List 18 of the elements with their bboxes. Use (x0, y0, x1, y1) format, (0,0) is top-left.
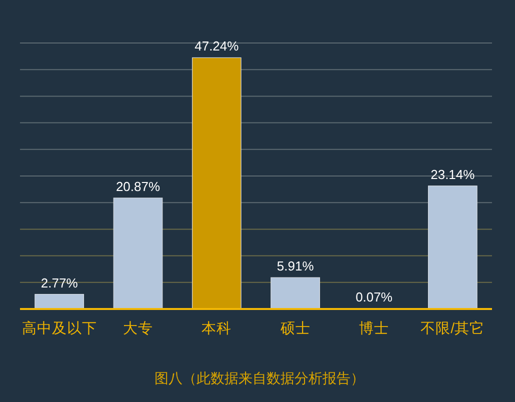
x-tick-label: 大专 (123, 320, 153, 337)
data-label: 20.87% (116, 178, 160, 194)
text: 图八（此数据来自数据分析报告） (154, 370, 364, 386)
bar (428, 186, 478, 310)
bar (270, 277, 320, 310)
x-tick-label: 博士 (359, 320, 389, 337)
x-tick-label: 本科 (202, 320, 232, 337)
data-label: 5.91% (276, 258, 314, 274)
x-tick-label: 不限/其它 (420, 320, 485, 337)
data-label: 0.07% (356, 290, 393, 305)
bar (34, 294, 84, 310)
x-tick-label: 高中及以下 (22, 320, 97, 337)
data-label: 2.77% (40, 275, 78, 290)
data-label: 47.24% (194, 38, 240, 54)
x-tick-label: 硕士 (279, 320, 310, 337)
data-label: 23.14% (430, 166, 476, 182)
bar (113, 198, 163, 310)
bar (192, 57, 242, 310)
